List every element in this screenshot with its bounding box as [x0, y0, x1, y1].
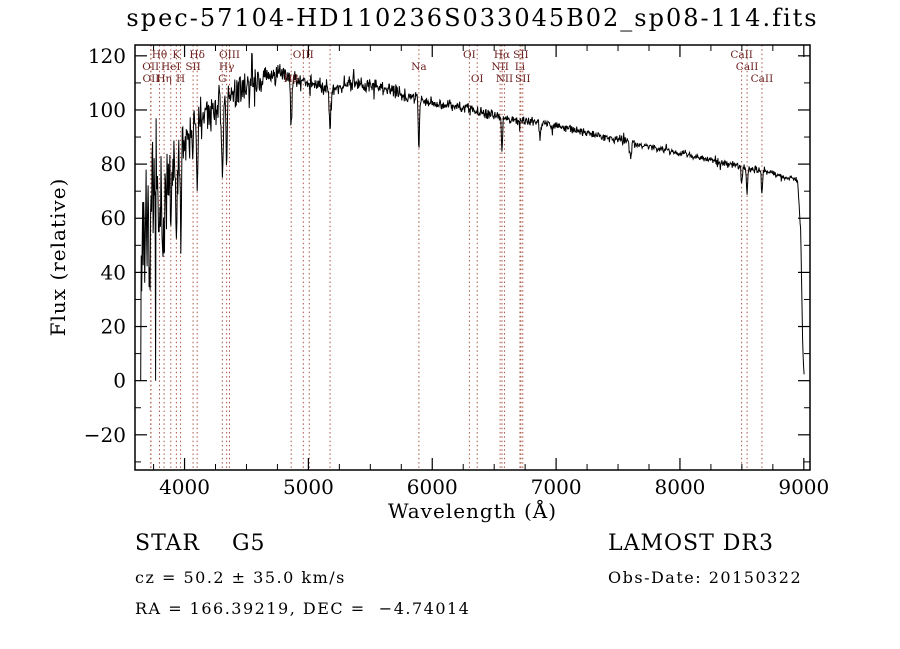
svg-text:OIII: OIII — [293, 49, 314, 61]
svg-text:NII: NII — [496, 73, 513, 85]
svg-text:HeI: HeI — [161, 61, 181, 73]
svg-text:Hγ: Hγ — [219, 61, 234, 73]
svg-text:OI: OI — [471, 73, 484, 85]
svg-text:CaII: CaII — [751, 73, 774, 85]
svg-text:NII: NII — [491, 61, 508, 73]
svg-text:5000: 5000 — [283, 475, 334, 499]
svg-text:6000: 6000 — [407, 475, 458, 499]
object-class-label: STAR G5 — [135, 531, 266, 556]
svg-text:60: 60 — [101, 206, 126, 230]
svg-text:CaII: CaII — [736, 61, 759, 73]
svg-text:80: 80 — [101, 152, 126, 176]
svg-text:−20: −20 — [84, 423, 126, 447]
svg-text:Hα: Hα — [494, 49, 510, 61]
svg-text:120: 120 — [88, 44, 126, 68]
svg-text:7000: 7000 — [531, 475, 582, 499]
survey-label: LAMOST DR3 — [608, 531, 774, 556]
svg-text:9000: 9000 — [778, 475, 829, 499]
svg-text:K: K — [172, 49, 180, 61]
svg-text:OII: OII — [142, 61, 159, 73]
svg-text:G: G — [218, 73, 226, 85]
svg-text:Hη: Hη — [156, 73, 171, 85]
svg-text:OII: OII — [143, 73, 160, 85]
svg-text:Na: Na — [411, 61, 426, 73]
obs-date: Obs-Date: 20150322 — [608, 568, 803, 587]
x-axis-label: Wavelength (Å) — [387, 499, 558, 523]
svg-text:Li: Li — [515, 61, 526, 73]
svg-text:OIII: OIII — [219, 49, 240, 61]
svg-text:20: 20 — [101, 315, 126, 339]
cz-value: cz = 50.2 ± 35.0 km/s — [135, 568, 346, 587]
svg-text:100: 100 — [88, 98, 126, 122]
svg-text:CaII: CaII — [730, 49, 753, 61]
svg-text:SII: SII — [513, 49, 529, 61]
svg-text:40: 40 — [101, 260, 126, 284]
svg-text:8000: 8000 — [655, 475, 706, 499]
svg-text:H: H — [176, 73, 185, 85]
svg-text:SII: SII — [515, 73, 531, 85]
svg-text:OI: OI — [463, 49, 476, 61]
svg-text:Hβ: Hβ — [284, 73, 299, 85]
svg-text:Hδ: Hδ — [189, 49, 204, 61]
svg-text:4000: 4000 — [159, 475, 210, 499]
svg-text:Hθ: Hθ — [152, 49, 167, 61]
svg-text:SII: SII — [185, 61, 201, 73]
ra-dec-value: RA = 166.39219, DEC = −4.74014 — [135, 599, 471, 618]
spectrum-chart: 4000 5000 6000 7000 8000 9000 −20 0 20 40 60 80 100 1… — [84, 44, 829, 499]
plot-title: spec-57104-HD110236S033045B02_sp08-114.f… — [126, 4, 819, 32]
svg-text:0: 0 — [113, 369, 126, 393]
